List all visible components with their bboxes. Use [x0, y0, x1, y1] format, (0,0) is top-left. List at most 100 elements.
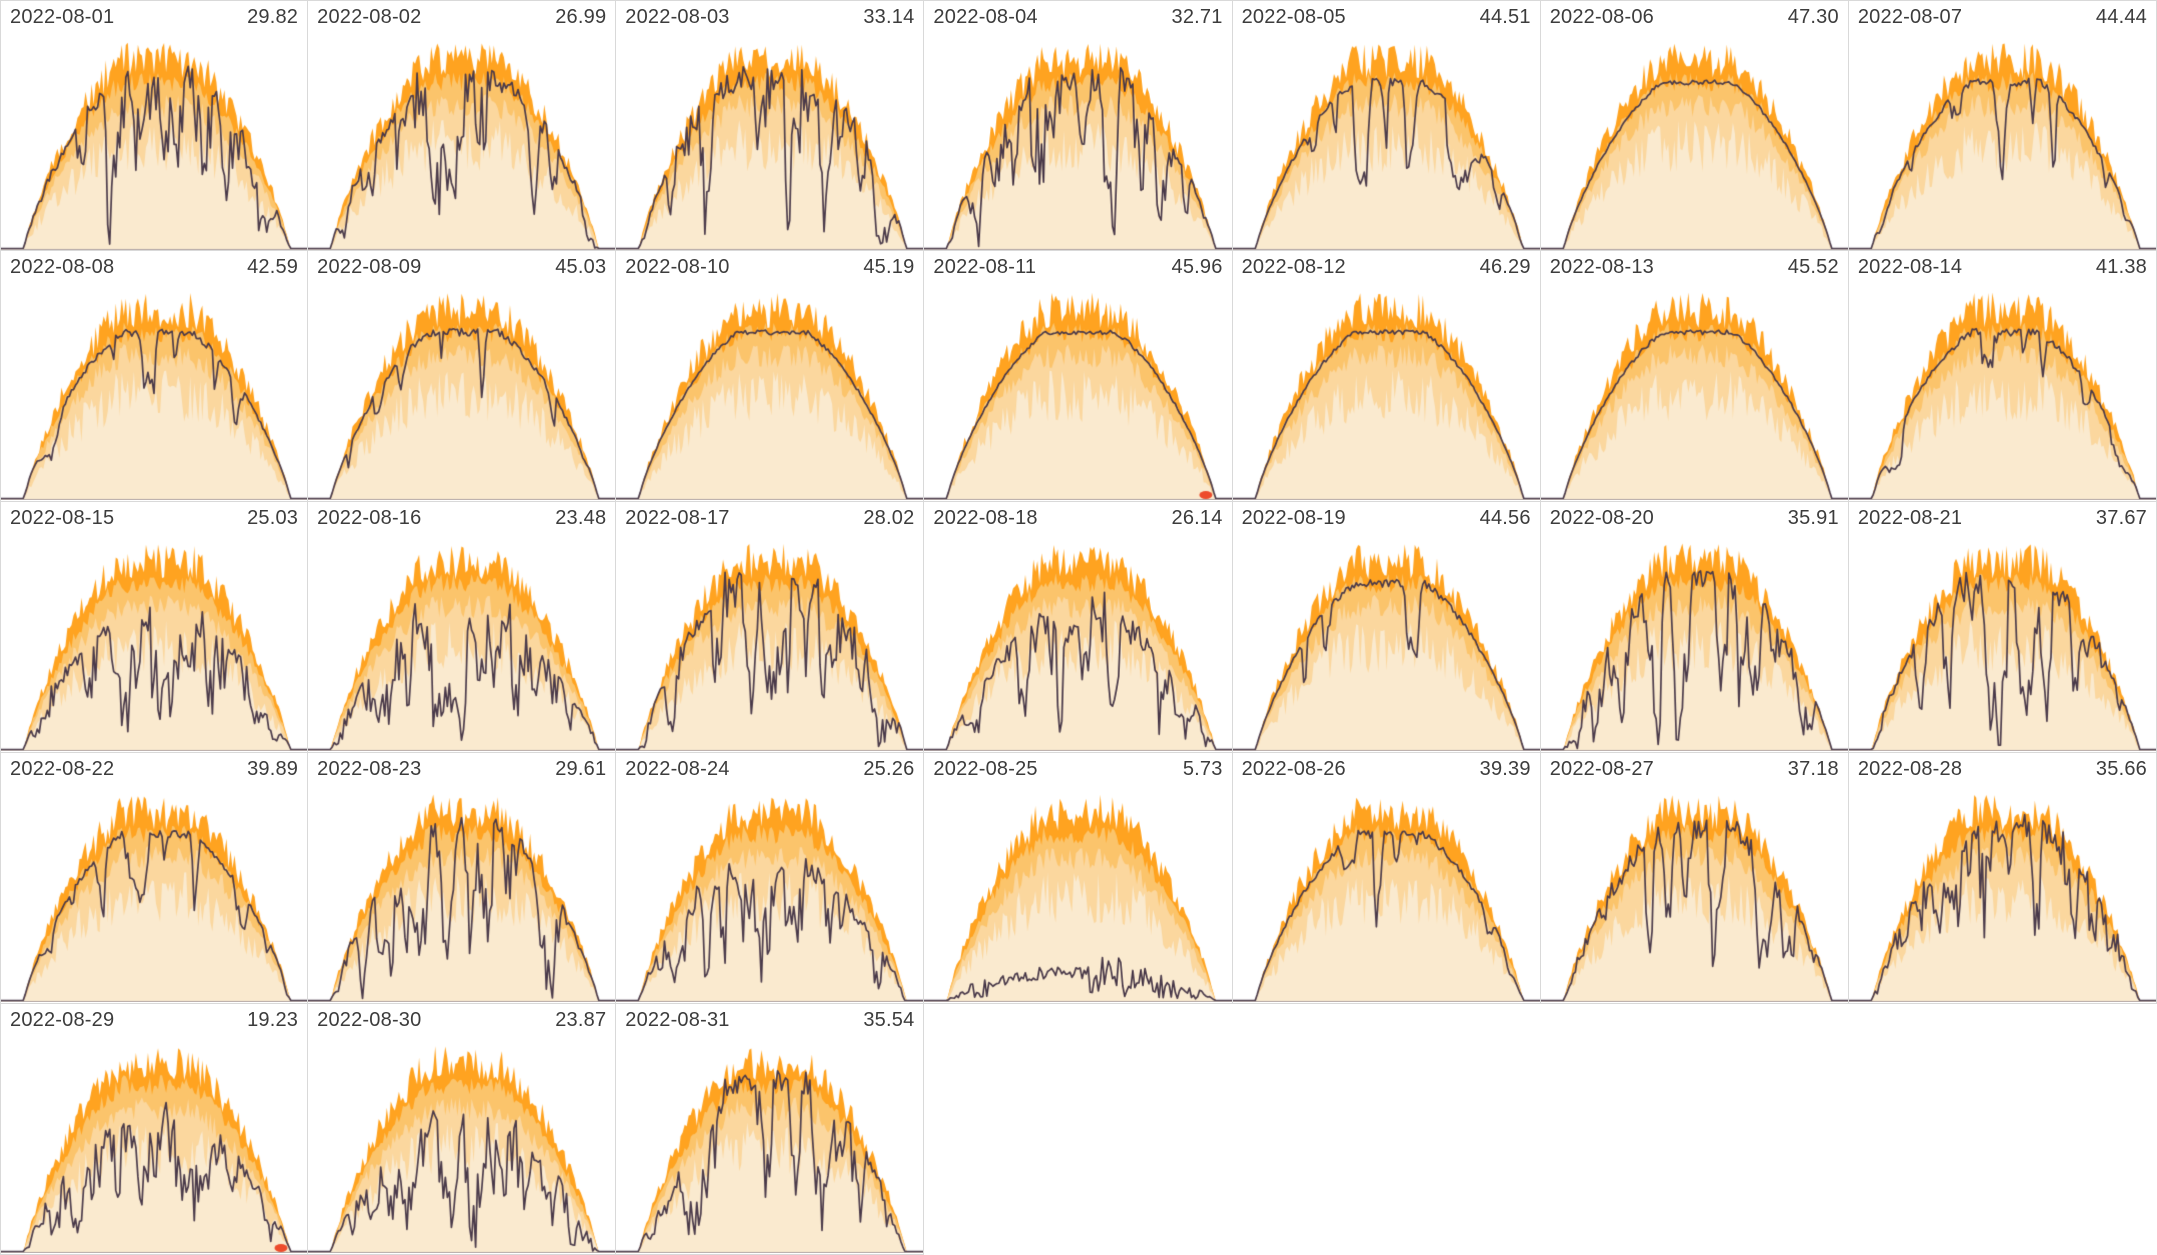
solar-output-chart: [1540, 532, 1848, 751]
day-panel-2022-08-27: 2022-08-27 37.18: [1540, 753, 1849, 1004]
panel-date-label: 2022-08-26: [1241, 758, 1346, 780]
panel-date-label: 2022-08-05: [1241, 6, 1346, 28]
day-panel-2022-08-06: 2022-08-06 47.30: [1540, 0, 1849, 251]
empty-cell: [1540, 1004, 1849, 1255]
solar-output-chart: [924, 281, 1232, 500]
panel-header: 2022-08-26 39.39: [1233, 753, 1540, 783]
panel-date-label: 2022-08-11: [933, 256, 1037, 278]
solar-output-chart: [1232, 532, 1540, 751]
panel-date-label: 2022-08-07: [1857, 6, 1963, 28]
day-panel-2022-08-02: 2022-08-02 26.99: [308, 0, 617, 251]
panel-total-value: 35.91: [1787, 507, 1839, 529]
day-panel-2022-08-05: 2022-08-05 44.51: [1232, 0, 1541, 251]
panel-total-value: 25.03: [247, 507, 299, 529]
solar-output-chart: [1232, 31, 1540, 250]
day-panel-2022-08-19: 2022-08-19 44.56: [1232, 502, 1541, 753]
solar-output-chart: [1540, 31, 1848, 250]
day-panel-2022-08-26: 2022-08-26 39.39: [1232, 753, 1541, 1004]
panel-date-label: 2022-08-23: [317, 758, 422, 780]
panel-header: 2022-08-03 33.14: [616, 1, 923, 31]
day-panel-2022-08-17: 2022-08-17 28.02: [616, 502, 925, 753]
panel-date-label: 2022-08-15: [10, 507, 115, 529]
panel-date-label: 2022-08-25: [933, 758, 1038, 780]
day-panel-2022-08-11: 2022-08-11 45.96: [924, 251, 1233, 502]
panel-header: 2022-08-12 46.29: [1233, 251, 1540, 281]
panel-date-label: 2022-08-12: [1241, 256, 1346, 278]
solar-output-chart: [1, 783, 308, 1002]
solar-output-chart: [308, 31, 616, 250]
day-panel-2022-08-25: 2022-08-25 5.73: [924, 753, 1233, 1004]
day-panel-2022-08-01: 2022-08-01 29.82: [0, 0, 309, 251]
empty-cell: [1232, 1004, 1541, 1255]
panel-header: 2022-08-25 5.73: [924, 753, 1231, 783]
solar-output-chart: [308, 532, 616, 751]
panel-total-value: 33.14: [863, 6, 915, 28]
panel-header: 2022-08-14 41.38: [1849, 251, 2156, 281]
solar-output-chart: [1848, 532, 2156, 751]
panel-date-label: 2022-08-20: [1549, 507, 1655, 529]
panel-header: 2022-08-21 37.67: [1849, 502, 2156, 532]
panel-date-label: 2022-08-14: [1857, 256, 1963, 278]
day-panel-2022-08-15: 2022-08-15 25.03: [0, 502, 309, 753]
panel-date-label: 2022-08-06: [1549, 6, 1655, 28]
solar-output-chart: [1848, 783, 2156, 1002]
panel-total-value: 39.39: [1479, 758, 1531, 780]
panel-total-value: 42.59: [247, 256, 299, 278]
panel-header: 2022-08-28 35.66: [1849, 753, 2156, 783]
panel-header: 2022-08-13 45.52: [1541, 251, 1848, 281]
panel-total-value: 37.18: [1787, 758, 1839, 780]
panel-header: 2022-08-16 23.48: [308, 502, 615, 532]
panel-total-value: 29.61: [555, 758, 607, 780]
panel-date-label: 2022-08-03: [625, 6, 730, 28]
solar-output-chart: [616, 1034, 924, 1253]
panel-header: 2022-08-02 26.99: [308, 1, 615, 31]
panel-total-value: 32.71: [1171, 6, 1223, 28]
solar-output-chart: [616, 31, 924, 250]
panel-header: 2022-08-05 44.51: [1233, 1, 1540, 31]
day-panel-2022-08-10: 2022-08-10 45.19: [616, 251, 925, 502]
panel-header: 2022-08-09 45.03: [308, 251, 615, 281]
day-panel-2022-08-28: 2022-08-28 35.66: [1848, 753, 2157, 1004]
panel-total-value: 45.19: [863, 256, 915, 278]
solar-output-chart: [924, 783, 1232, 1002]
panel-header: 2022-08-24 25.26: [616, 753, 923, 783]
panel-date-label: 2022-08-29: [10, 1009, 115, 1031]
panel-total-value: 5.73: [1182, 758, 1223, 780]
panel-date-label: 2022-08-19: [1241, 507, 1346, 529]
day-panel-2022-08-23: 2022-08-23 29.61: [308, 753, 617, 1004]
day-panel-2022-08-09: 2022-08-09 45.03: [308, 251, 617, 502]
panel-header: 2022-08-10 45.19: [616, 251, 923, 281]
day-panel-2022-08-08: 2022-08-08 42.59: [0, 251, 309, 502]
day-panel-2022-08-18: 2022-08-18 26.14: [924, 502, 1233, 753]
panel-total-value: 23.48: [555, 507, 607, 529]
panel-date-label: 2022-08-18: [933, 507, 1038, 529]
panel-total-value: 19.23: [247, 1009, 299, 1031]
day-panel-2022-08-12: 2022-08-12 46.29: [1232, 251, 1541, 502]
empty-cell: [924, 1004, 1233, 1255]
panel-total-value: 26.14: [1171, 507, 1223, 529]
day-panel-2022-08-16: 2022-08-16 23.48: [308, 502, 617, 753]
solar-output-chart: [1, 31, 308, 250]
solar-output-chart: [924, 532, 1232, 751]
panel-header: 2022-08-23 29.61: [308, 753, 615, 783]
solar-output-chart: [1540, 281, 1848, 500]
panel-date-label: 2022-08-02: [317, 6, 422, 28]
panel-date-label: 2022-08-22: [10, 758, 115, 780]
day-panel-2022-08-29: 2022-08-29 19.23: [0, 1004, 309, 1255]
panel-header: 2022-08-17 28.02: [616, 502, 923, 532]
panel-total-value: 45.52: [1787, 256, 1839, 278]
solar-output-chart: [1, 281, 308, 500]
panel-total-value: 46.29: [1479, 256, 1531, 278]
panel-total-value: 25.26: [863, 758, 915, 780]
panel-date-label: 2022-08-01: [10, 6, 115, 28]
panel-total-value: 35.54: [863, 1009, 915, 1031]
panel-total-value: 45.96: [1171, 256, 1223, 278]
panel-header: 2022-08-31 35.54: [616, 1004, 923, 1034]
panel-date-label: 2022-08-30: [317, 1009, 422, 1031]
solar-output-chart: [1232, 783, 1540, 1002]
panel-date-label: 2022-08-31: [625, 1009, 730, 1031]
solar-output-chart: [1848, 31, 2156, 250]
solar-output-chart: [1, 1034, 308, 1253]
panel-header: 2022-08-08 42.59: [1, 251, 307, 281]
panel-header: 2022-08-07 44.44: [1849, 1, 2156, 31]
